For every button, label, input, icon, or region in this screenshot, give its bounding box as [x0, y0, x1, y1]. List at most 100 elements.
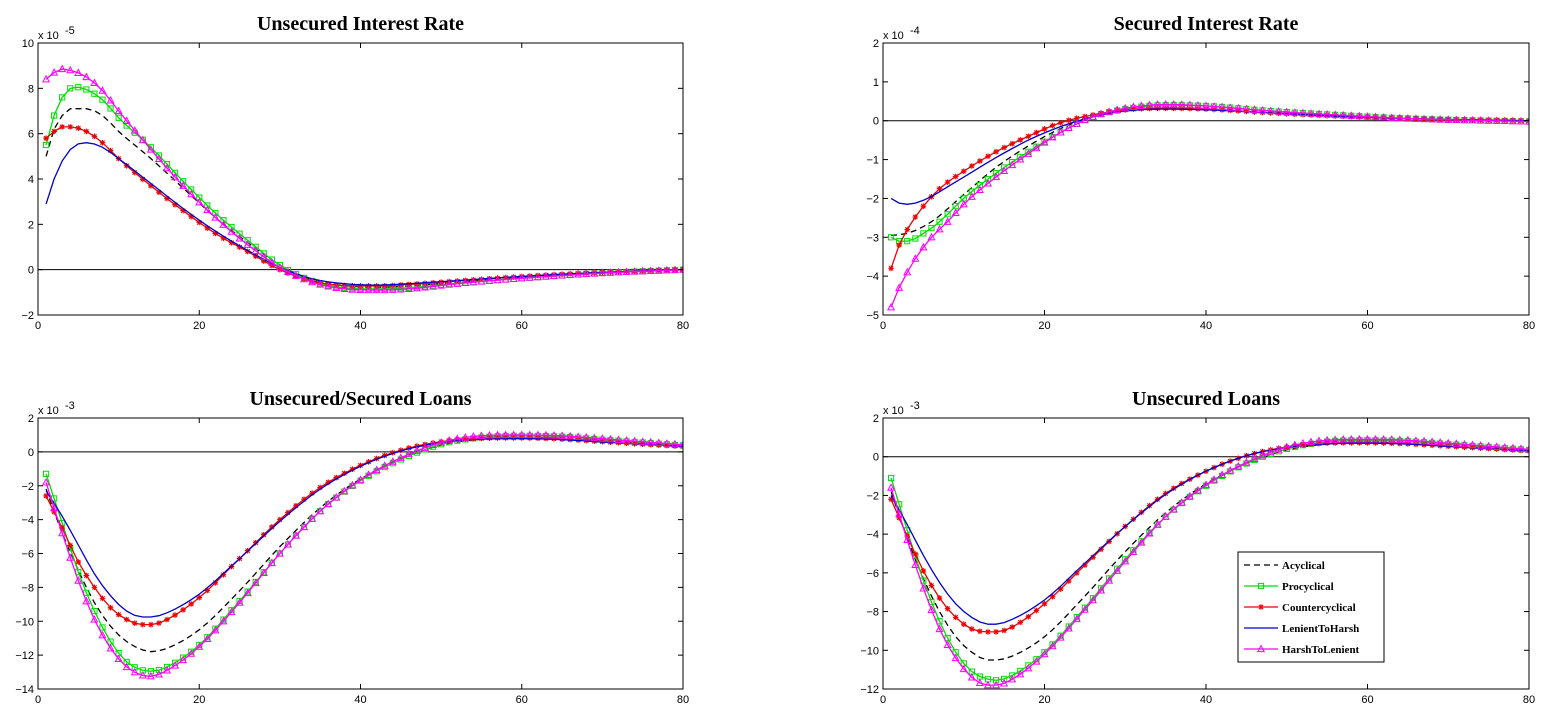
marker-harsh_to_lenient: [1298, 438, 1307, 447]
marker-countercyclical: [341, 470, 348, 477]
marker-countercyclical: [196, 219, 203, 226]
marker-countercyclical: [1074, 570, 1080, 576]
marker-harsh_to_lenient: [1395, 435, 1404, 444]
marker-harsh_to_lenient: [1105, 576, 1114, 584]
marker-harsh_to_lenient: [283, 539, 292, 548]
marker-countercyclical: [969, 163, 975, 169]
y-tick-label: −3: [866, 232, 879, 244]
marker-harsh_to_lenient: [1218, 102, 1227, 111]
marker-harsh_to_lenient: [429, 440, 438, 449]
marker-harsh_to_lenient: [1185, 100, 1194, 109]
marker-countercyclical: [269, 524, 275, 530]
marker-harsh_to_lenient: [1000, 166, 1009, 175]
marker-harsh_to_lenient: [340, 284, 349, 293]
marker-countercyclical: [285, 509, 291, 516]
marker-harsh_to_lenient: [291, 531, 301, 539]
marker-harsh_to_lenient: [1096, 109, 1106, 118]
y-tick-label: 2: [873, 413, 879, 425]
marker-harsh_to_lenient: [1403, 114, 1412, 122]
marker-harsh_to_lenient: [638, 437, 647, 445]
marker-countercyclical: [535, 435, 541, 442]
x-tick-label: 20: [1038, 320, 1050, 332]
axis-multiplier-exponent: -4: [910, 25, 920, 37]
chart-title: Unsecured Interest Rate: [257, 13, 464, 35]
marker-countercyclical: [1154, 496, 1161, 503]
marker-harsh_to_lenient: [227, 227, 236, 235]
marker-countercyclical: [936, 185, 943, 192]
marker-procyclical: [91, 607, 98, 615]
marker-countercyclical: [414, 443, 420, 449]
x-tick-label: 0: [35, 694, 41, 706]
marker-harsh_to_lenient: [1153, 520, 1162, 528]
marker-harsh_to_lenient: [1315, 109, 1324, 118]
marker-harsh_to_lenient: [646, 437, 655, 446]
marker-harsh_to_lenient: [951, 653, 960, 662]
marker-harsh_to_lenient: [1419, 114, 1429, 123]
marker-harsh_to_lenient: [959, 199, 968, 208]
marker-countercyclical: [1009, 140, 1015, 147]
marker-countercyclical: [196, 594, 203, 601]
marker-harsh_to_lenient: [1072, 119, 1081, 127]
marker-harsh_to_lenient: [372, 465, 381, 474]
y-tick-label: −5: [866, 310, 879, 322]
marker-harsh_to_lenient: [654, 438, 663, 447]
y-tick-label: 2: [28, 219, 34, 231]
marker-procyclical: [107, 105, 114, 112]
y-tick-label: −6: [866, 568, 879, 580]
marker-countercyclical: [107, 147, 114, 154]
marker-countercyclical: [260, 258, 267, 264]
marker-harsh_to_lenient: [549, 271, 559, 280]
marker-harsh_to_lenient: [404, 284, 413, 293]
marker-countercyclical: [1033, 129, 1040, 136]
marker-harsh_to_lenient: [1371, 112, 1380, 121]
marker-harsh_to_lenient: [1492, 116, 1501, 124]
marker-countercyclical: [1122, 107, 1129, 113]
marker-harsh_to_lenient: [275, 549, 284, 557]
marker-countercyclical: [204, 587, 211, 594]
marker-harsh_to_lenient: [959, 664, 968, 673]
marker-countercyclical: [236, 244, 243, 250]
marker-harsh_to_lenient: [1387, 113, 1396, 121]
marker-harsh_to_lenient: [74, 68, 83, 76]
marker-countercyclical: [888, 496, 894, 503]
marker-countercyclical: [928, 582, 935, 589]
marker-harsh_to_lenient: [622, 436, 631, 444]
marker-countercyclical: [952, 173, 959, 180]
marker-harsh_to_lenient: [541, 430, 550, 439]
marker-countercyclical: [357, 462, 364, 469]
marker-harsh_to_lenient: [887, 483, 896, 491]
marker-harsh_to_lenient: [566, 431, 575, 440]
marker-procyclical: [236, 230, 243, 237]
marker-harsh_to_lenient: [122, 662, 131, 671]
marker-countercyclical: [1001, 144, 1007, 151]
marker-harsh_to_lenient: [911, 254, 920, 262]
marker-countercyclical: [228, 239, 235, 246]
marker-harsh_to_lenient: [356, 475, 365, 483]
marker-harsh_to_lenient: [66, 553, 75, 561]
marker-harsh_to_lenient: [235, 233, 244, 242]
marker-countercyclical: [148, 183, 154, 189]
marker-countercyclical: [75, 125, 82, 131]
marker-harsh_to_lenient: [983, 680, 993, 689]
marker-harsh_to_lenient: [1177, 498, 1186, 506]
marker-harsh_to_lenient: [211, 625, 220, 634]
marker-procyclical: [992, 677, 1000, 684]
series-line-lenient_to_harsh: [45, 438, 683, 618]
marker-harsh_to_lenient: [1080, 605, 1089, 613]
marker-procyclical: [212, 209, 219, 217]
series-line-countercyclical: [45, 437, 683, 626]
marker-countercyclical: [1195, 105, 1201, 112]
marker-harsh_to_lenient: [445, 280, 454, 288]
marker-harsh_to_lenient: [541, 272, 550, 280]
marker-harsh_to_lenient: [1266, 106, 1275, 115]
marker-harsh_to_lenient: [1444, 115, 1453, 123]
marker-countercyclical: [462, 436, 469, 442]
marker-procyclical: [920, 230, 927, 237]
marker-procyclical: [252, 243, 259, 250]
marker-harsh_to_lenient: [1290, 440, 1299, 449]
marker-countercyclical: [1025, 613, 1032, 620]
marker-procyclical: [196, 194, 203, 201]
series-line-lenient_to_harsh: [890, 442, 1529, 625]
marker-harsh_to_lenient: [1460, 439, 1469, 448]
